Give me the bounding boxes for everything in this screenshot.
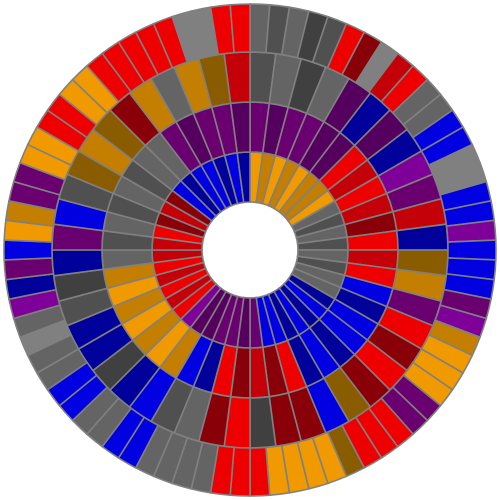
ring-4-segment-58: [3, 239, 53, 261]
ring-4-segment-19: [447, 239, 497, 261]
ring-4-segment-77: [229, 3, 251, 54]
ring-4-segment-38: [249, 446, 271, 497]
sunburst-rings: [3, 3, 497, 497]
